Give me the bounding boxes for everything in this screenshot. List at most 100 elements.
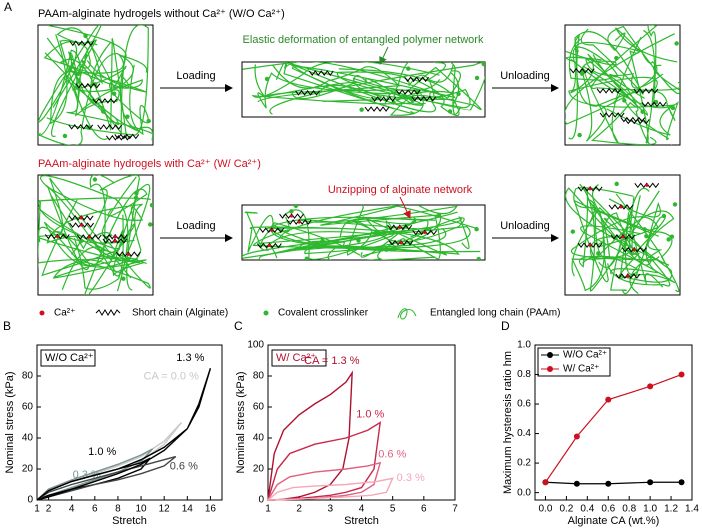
paam-chain — [279, 205, 442, 257]
alginate-chain — [621, 246, 647, 253]
y-axis-label: Nominal stress (kPa) — [4, 371, 16, 473]
legend-box — [537, 347, 611, 377]
paam-chain — [570, 193, 665, 264]
crosslinker — [596, 251, 601, 256]
panel-label: A — [4, 0, 12, 14]
x-tick-label: 16 — [205, 504, 217, 515]
series-label: CA = 0.0 % — [144, 370, 200, 382]
paam-chain — [608, 198, 661, 295]
x-tick-label: 3 — [328, 504, 334, 515]
x-axis-label: Alginate CA (wt.%) — [568, 515, 660, 527]
x-tick-label: 10 — [136, 504, 148, 515]
crosslinker — [474, 75, 480, 81]
x-tick-label: 1.4 — [685, 504, 699, 515]
plot-frame — [534, 344, 693, 501]
y-tick-label: 0 — [27, 495, 33, 506]
crosslinker — [146, 118, 151, 124]
paam-chain — [50, 27, 103, 137]
alginate-chain — [624, 118, 650, 125]
crosslinker — [356, 238, 361, 243]
crosslinker — [666, 237, 671, 242]
x-tick-label: 4 — [69, 504, 75, 515]
panel-label: D — [501, 319, 510, 333]
alginate-chain — [286, 219, 312, 225]
crosslinker — [474, 227, 479, 232]
paam-chain — [109, 64, 150, 136]
inset-box — [271, 349, 327, 367]
crosslinker — [133, 195, 139, 200]
paam-chain — [38, 52, 134, 145]
paam-chain — [615, 27, 678, 144]
pointer — [399, 196, 411, 219]
schematic — [37, 24, 681, 296]
crosslinker — [672, 202, 678, 207]
paam-chain — [242, 62, 462, 115]
paam-chain — [591, 184, 680, 293]
paam-chain — [568, 76, 675, 136]
x-axis-label: Stretch — [344, 515, 379, 527]
legend-text: Entangled long chain (PAAm) — [430, 308, 560, 319]
x-tick-label: 14 — [182, 504, 194, 515]
crosslinker — [476, 256, 481, 260]
y-axis-label: Nominal stress (kPa) — [235, 371, 247, 473]
y-tick-label: 0.2 — [517, 458, 531, 469]
y-tick-label: 0.6 — [517, 399, 531, 410]
crosslinker — [359, 107, 364, 112]
series-label: 1.0 % — [88, 446, 116, 458]
paam-chain — [292, 219, 417, 258]
crosslinker — [579, 71, 585, 76]
x-tick-label: 8 — [115, 504, 121, 515]
y-tick-label: 1.0 — [517, 340, 531, 351]
alginate-chain — [69, 40, 95, 47]
plot-frame — [36, 344, 223, 501]
alginate-chain — [610, 234, 636, 240]
ca-ion — [626, 274, 630, 278]
arrow-label: Unloading — [500, 220, 550, 232]
alginate-chain — [69, 222, 95, 228]
alginate-chain — [577, 242, 603, 248]
series-line — [267, 477, 394, 501]
alginate-chain — [279, 213, 304, 219]
paam-chain — [73, 238, 147, 290]
x-tick-label: 0.0 — [539, 504, 553, 515]
pointer — [379, 46, 389, 65]
crosslinker — [669, 234, 675, 239]
crosslinker — [83, 33, 88, 39]
ca-ion — [297, 220, 301, 224]
crosslinker — [149, 202, 153, 208]
y-axis-label: Maximum hysteresis ratio hm — [502, 351, 514, 494]
legend-text: Covalent crosslinker — [278, 308, 369, 319]
y-tick-label: 0 — [258, 495, 264, 506]
ca-ion — [588, 187, 592, 191]
alginate-chain — [92, 97, 118, 104]
series-label: 1.0 % — [356, 408, 384, 420]
series-line — [36, 448, 154, 501]
y-tick-label: 0.8 — [517, 369, 531, 380]
crosslinker — [661, 213, 667, 219]
crosslinker — [640, 109, 645, 114]
data-point — [573, 433, 580, 440]
crosslinker — [101, 109, 106, 114]
x-tick-label: 1.2 — [664, 504, 678, 515]
paam-chain — [292, 66, 457, 100]
alginate-chain — [102, 238, 128, 244]
paam-chain — [257, 72, 390, 109]
alginate-chain — [97, 124, 123, 130]
series-label: CA = 1.3 % — [304, 355, 360, 367]
ca-ion — [289, 214, 294, 218]
ca-ion — [126, 252, 130, 256]
paam-chain — [52, 229, 140, 279]
series-line — [267, 461, 382, 501]
alginate-chain — [75, 82, 101, 89]
alginate-chain — [76, 234, 102, 240]
alginate-chain — [102, 233, 128, 240]
ca-ion — [79, 216, 83, 220]
paam-chain — [570, 58, 680, 141]
network — [38, 25, 153, 145]
paam-chain — [38, 49, 120, 137]
x-tick-label: 2 — [46, 504, 52, 515]
paam-chain — [38, 201, 116, 290]
arrow-label: Loading — [176, 70, 215, 82]
alginate-chain — [114, 133, 140, 140]
paam-chain — [254, 64, 424, 116]
